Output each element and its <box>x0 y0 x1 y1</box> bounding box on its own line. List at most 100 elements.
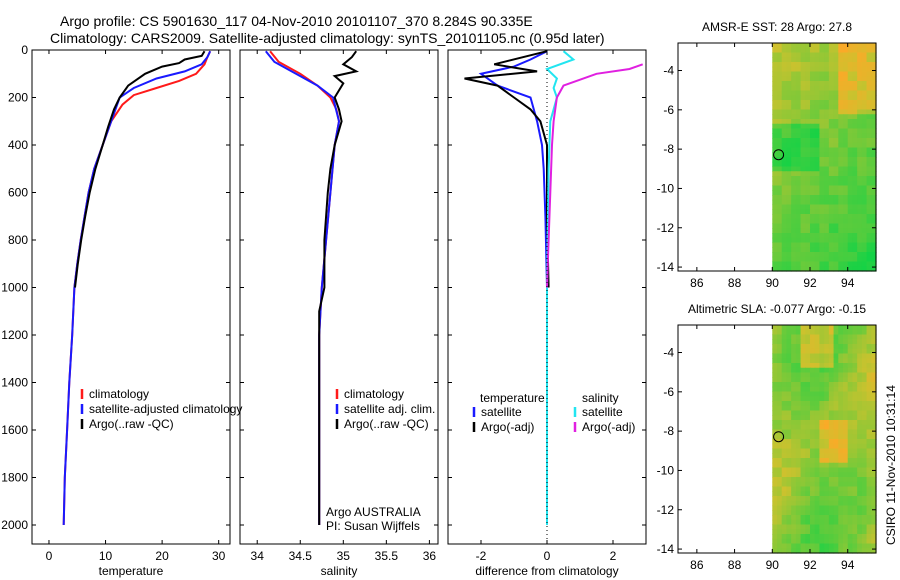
sla_map-cell <box>833 491 839 497</box>
sst_map-cell <box>819 109 825 115</box>
sla_map-cell <box>786 429 792 435</box>
sla_map-cell <box>777 329 783 336</box>
sst_map-cell <box>777 199 783 206</box>
sst_map-cell <box>795 176 802 182</box>
sla_map-cell <box>800 548 806 554</box>
sla_map-cell <box>810 405 816 412</box>
sla_map-cell <box>800 538 806 545</box>
sla_map-cell <box>838 344 844 350</box>
sla_map-cell <box>777 391 783 397</box>
sst_map-cell <box>777 190 783 196</box>
sst_map-cell <box>805 95 811 101</box>
sla_map-cell <box>847 420 854 426</box>
sst_map-cell <box>838 123 844 130</box>
sst_map-cell <box>861 237 868 244</box>
sla_map-cell <box>857 348 863 355</box>
sla_map-cell <box>795 519 802 526</box>
sst_map-cell <box>781 209 788 215</box>
sla_map-cell <box>791 543 797 549</box>
sst_map-cell <box>861 138 868 144</box>
sst_map-cell <box>819 133 825 139</box>
sla_map-cell <box>852 344 858 350</box>
sla_map-cell <box>800 462 806 469</box>
sst_map-cell <box>781 185 788 191</box>
sst_map-cell <box>819 242 825 248</box>
sst_map-cell <box>791 66 797 73</box>
sst_map-cell <box>791 209 797 215</box>
sla_map-cell <box>805 377 811 383</box>
sla_map-cell <box>866 396 872 402</box>
sla_map-cell <box>866 505 872 511</box>
sla_map-cell <box>814 505 821 511</box>
sla_map-cell <box>838 519 844 526</box>
sla_map-cell <box>786 543 792 549</box>
sla_map-cell <box>838 429 844 435</box>
sla_map-cell <box>824 424 830 431</box>
sla_map-cell <box>810 353 816 359</box>
sla_map-cell <box>781 472 788 478</box>
sla_map-cell <box>795 434 802 440</box>
sst_map-cell <box>871 242 877 248</box>
sst_map-cell <box>833 266 839 272</box>
sst_map-cell <box>847 199 854 206</box>
sst_map-cell <box>838 43 844 49</box>
sla_map-cell <box>791 405 797 412</box>
sst_map-cell <box>791 90 797 96</box>
sst_map-cell <box>814 180 821 187</box>
sla_map-cell <box>847 448 854 454</box>
sla_map-cell <box>795 510 802 516</box>
sla_map-cell <box>805 424 811 431</box>
sla_map-cell <box>810 524 816 530</box>
sla_map-cell <box>866 458 872 464</box>
sla_map-cell <box>838 548 844 554</box>
sla_map-cell <box>828 377 835 383</box>
sst_map-cell <box>843 157 849 163</box>
sst_map-cell <box>810 176 816 182</box>
sst_map-cell <box>810 204 816 210</box>
sla_map-cell <box>777 453 783 459</box>
sla_map-cell <box>852 391 858 397</box>
sla_map-cell <box>800 396 806 402</box>
sla_map-cell <box>852 372 858 378</box>
sst_map-cell <box>786 161 792 168</box>
sla_map-cell <box>814 439 821 445</box>
sst_map-cell <box>866 256 872 263</box>
sst_map-cell <box>810 104 816 111</box>
sla_map-cell <box>847 363 854 369</box>
sla_map-cell <box>871 443 877 450</box>
sst_map-cell <box>861 223 868 229</box>
sla_map-cell <box>786 396 792 402</box>
sla_map-cell <box>866 401 872 407</box>
sla_map-cell <box>814 500 821 507</box>
sst_map-cell <box>871 180 877 187</box>
sst_map-cell <box>772 66 778 73</box>
sst_map-cell <box>819 95 825 101</box>
sst_map-cell <box>795 43 802 49</box>
sla_map-xtick-label: 90 <box>766 558 780 572</box>
sla_map-cell <box>772 363 778 369</box>
sla_map-cell <box>824 405 830 412</box>
sla_map-cell <box>847 548 854 554</box>
sla_map-cell <box>777 538 783 545</box>
sst_map-cell <box>824 180 830 187</box>
sla_map-cell <box>866 519 872 526</box>
sla_map-cell <box>795 486 802 492</box>
sst_map-cell <box>861 90 868 96</box>
temperature-ytick-label: 1800 <box>1 471 28 485</box>
sst_map-cell <box>824 209 830 215</box>
sla_map-cell <box>791 538 797 545</box>
sla_map-cell <box>795 325 802 331</box>
sla_map-cell <box>838 339 844 345</box>
sst_map-cell <box>866 62 872 68</box>
sst_map-cell <box>786 190 792 196</box>
sst_map-cell <box>838 171 844 177</box>
sla_map-cell <box>871 519 877 526</box>
sla_map-cell <box>781 386 788 393</box>
sla_map-cell <box>777 500 783 507</box>
sst_map-cell <box>781 147 788 153</box>
sst_map-cell <box>857 228 863 234</box>
sla_map-cell <box>805 505 811 511</box>
sst_map-cell <box>843 247 849 253</box>
sst_map-cell <box>871 81 877 87</box>
salinity-xtick-label: 34 <box>251 549 265 563</box>
